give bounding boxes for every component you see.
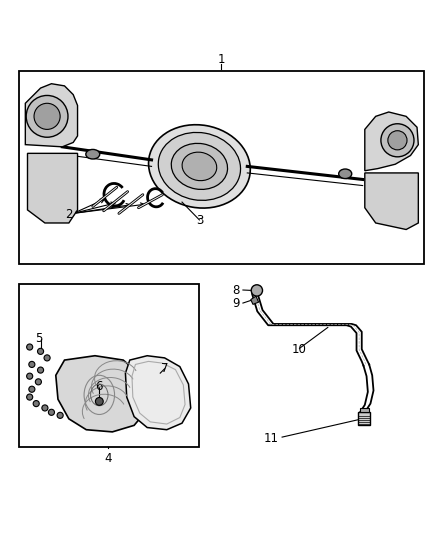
Bar xyxy=(19,284,199,447)
Text: 5: 5 xyxy=(35,332,42,345)
Circle shape xyxy=(29,361,35,367)
Circle shape xyxy=(27,373,33,379)
Circle shape xyxy=(38,349,44,354)
Circle shape xyxy=(381,124,414,157)
Text: 3: 3 xyxy=(196,214,203,227)
Circle shape xyxy=(57,413,63,418)
Text: 8: 8 xyxy=(233,284,240,297)
Circle shape xyxy=(48,409,54,415)
Circle shape xyxy=(251,285,262,296)
Circle shape xyxy=(27,344,33,350)
Polygon shape xyxy=(25,84,78,147)
Circle shape xyxy=(388,131,407,150)
Circle shape xyxy=(44,355,50,361)
Circle shape xyxy=(35,379,42,385)
Text: 2: 2 xyxy=(65,208,73,221)
Bar xyxy=(360,408,369,413)
Ellipse shape xyxy=(86,149,100,159)
Polygon shape xyxy=(365,112,418,171)
Polygon shape xyxy=(56,356,147,432)
Circle shape xyxy=(42,405,48,411)
Circle shape xyxy=(26,95,68,137)
Polygon shape xyxy=(125,356,191,430)
Polygon shape xyxy=(28,154,78,223)
Bar xyxy=(19,71,424,264)
Ellipse shape xyxy=(158,132,240,200)
Circle shape xyxy=(34,103,60,130)
Circle shape xyxy=(27,394,33,400)
Ellipse shape xyxy=(171,143,228,189)
Ellipse shape xyxy=(339,169,352,179)
Text: 11: 11 xyxy=(264,432,279,445)
Text: 10: 10 xyxy=(292,343,307,356)
Polygon shape xyxy=(251,296,258,304)
Circle shape xyxy=(29,386,35,392)
Text: 9: 9 xyxy=(233,297,240,310)
Text: 7: 7 xyxy=(161,362,168,375)
Ellipse shape xyxy=(182,152,217,181)
Polygon shape xyxy=(365,173,418,230)
Circle shape xyxy=(95,398,103,405)
Text: 1: 1 xyxy=(217,53,225,66)
Circle shape xyxy=(38,367,44,373)
Ellipse shape xyxy=(148,125,250,208)
Circle shape xyxy=(33,400,39,407)
Text: 6: 6 xyxy=(95,379,103,393)
Bar xyxy=(358,413,371,425)
Text: 4: 4 xyxy=(104,453,112,465)
